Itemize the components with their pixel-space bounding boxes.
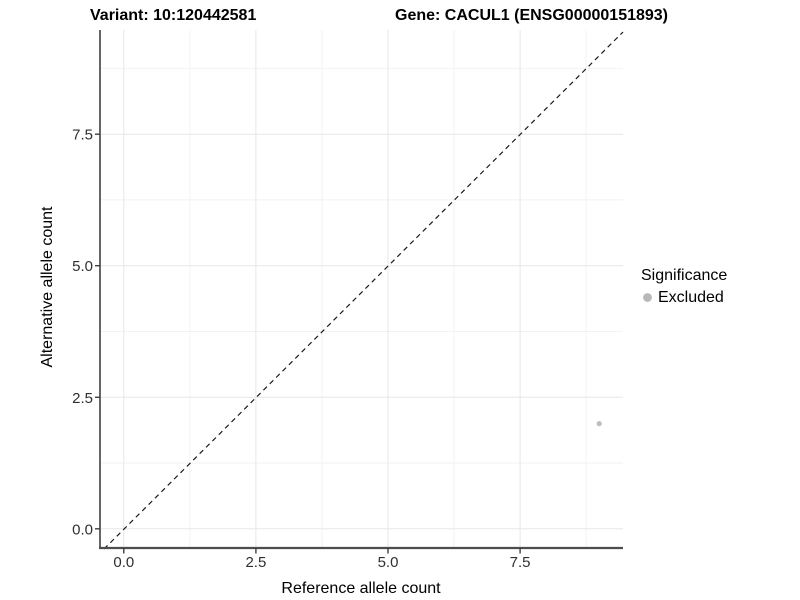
x-tick-label: 0.0 [113, 554, 134, 571]
x-tick-label: 5.0 [378, 554, 399, 571]
y-tick-marks [95, 133, 100, 530]
legend-entry-excluded: Excluded [641, 288, 727, 307]
legend-key-dot-icon [643, 293, 652, 302]
grid-minor [100, 30, 623, 548]
data-point [596, 421, 602, 427]
gene-title: Gene: CACUL1 (ENSG00000151893) [395, 7, 669, 24]
y-tick-label: 0.0 [72, 521, 93, 538]
y-tick-label: 7.5 [72, 127, 93, 144]
x-tick-marks [123, 548, 521, 554]
y-tick-label: 2.5 [72, 390, 93, 407]
variant-title: Variant: 10:120442581 [90, 7, 257, 24]
legend-entry-label: Excluded [658, 289, 724, 306]
y-tick-label: 5.0 [72, 258, 93, 275]
x-tick-label: 7.5 [510, 554, 531, 571]
x-tick-label: 2.5 [245, 554, 266, 571]
grid-major [100, 30, 623, 548]
legend-title: Significance [641, 267, 728, 284]
identity-line [103, 31, 624, 550]
legend: Significance Excluded [641, 266, 727, 307]
y-axis-title: Alternative allele count [39, 206, 56, 368]
x-axis-title: Reference allele count [281, 580, 441, 597]
